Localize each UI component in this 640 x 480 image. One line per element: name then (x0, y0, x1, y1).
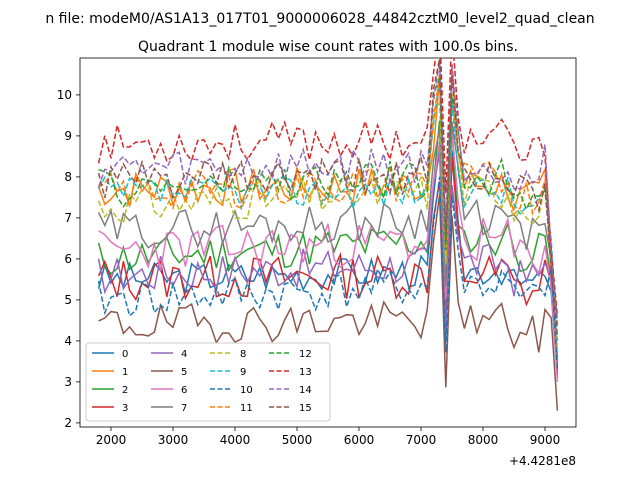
chart-title: Quadrant 1 module wise count rates with … (138, 39, 518, 55)
series-line-9 (97, 75, 559, 341)
y-tick-label: 9 (64, 129, 72, 143)
legend-label-4: 4 (181, 349, 187, 360)
y-tick-label: 5 (64, 293, 72, 307)
series-line-3 (97, 157, 559, 374)
legend-label-7: 7 (181, 403, 187, 414)
series-line-11 (98, 64, 559, 329)
x-tick-label: 5000 (282, 433, 313, 447)
legend-label-8: 8 (240, 349, 246, 360)
x-tick-label: 2000 (96, 433, 127, 447)
x-tick-label: 7000 (406, 433, 437, 447)
series-line-15 (97, 58, 559, 337)
x-tick-label: 6000 (344, 433, 375, 447)
legend-label-12: 12 (299, 349, 312, 360)
figure-suptitle: n file: modeM0/AS1A13_017T01_9000006028_… (45, 11, 594, 27)
legend-label-9: 9 (240, 367, 246, 378)
x-tick-label: 8000 (468, 433, 499, 447)
legend-label-3: 3 (122, 403, 128, 414)
x-tick-label: 4000 (220, 433, 251, 447)
legend-label-10: 10 (240, 385, 253, 396)
x-offset-label: +4.4281e8 (509, 454, 576, 468)
y-tick-label: 4 (64, 334, 72, 348)
series-line-7 (97, 121, 559, 358)
y-tick-label: 8 (64, 170, 72, 184)
series-line-10 (97, 176, 559, 370)
legend-label-14: 14 (299, 385, 312, 396)
legend-box (85, 342, 331, 422)
legend-label-15: 15 (299, 403, 312, 414)
series-line-0 (97, 141, 559, 378)
y-tick-label: 2 (64, 416, 72, 430)
legend-label-5: 5 (181, 367, 187, 378)
plot-area: 2000 3000 4000 5000 6000 7000 8000 9000 2 3 4 5 6 7 8 9… (57, 57, 577, 447)
y-tick-label: 3 (64, 375, 72, 389)
x-tick-label: 9000 (530, 433, 561, 447)
legend-label-1: 1 (122, 367, 128, 378)
legend-label-6: 6 (181, 385, 187, 396)
y-tick-label: 6 (64, 252, 72, 266)
series-line-5 (98, 194, 559, 411)
y-tick-label: 10 (57, 88, 72, 102)
series-line-4 (97, 153, 559, 366)
axes-frame (79, 57, 577, 428)
series-line-13 (97, 58, 559, 317)
legend-label-2: 2 (122, 385, 128, 396)
legend-label-13: 13 (299, 367, 312, 378)
y-tick-label: 7 (64, 211, 72, 225)
series-line-6 (98, 131, 559, 382)
legend-label-11: 11 (240, 403, 253, 414)
series-line-12 (98, 78, 559, 321)
legend-label-0: 0 (122, 349, 128, 360)
x-tick-label: 3000 (158, 433, 189, 447)
